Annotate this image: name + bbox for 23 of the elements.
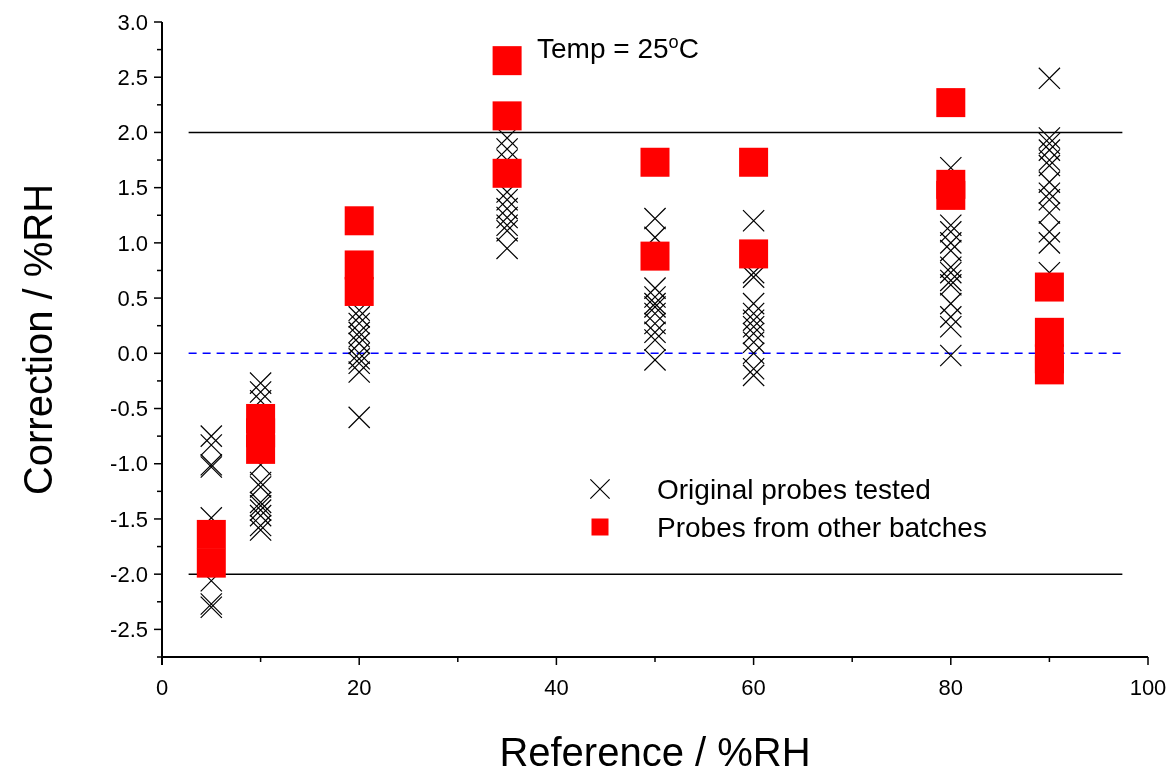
- annotation: Temp = 25$^{o}$C: [537, 32, 699, 64]
- x-axis-title: Reference / %RH: [499, 730, 811, 774]
- y-tick-label: 0.0: [117, 341, 148, 366]
- y-tick-label: -2.5: [110, 617, 148, 643]
- y-tick-label: 1.5: [117, 175, 148, 201]
- y-tick-label: -1.0: [110, 451, 148, 477]
- x-tick-label: 0: [155, 675, 169, 700]
- x-tick-label: 100: [1129, 675, 1167, 700]
- legend-label: Original probes tested: [657, 473, 931, 505]
- x-tick-label: 60: [741, 675, 766, 700]
- y-tick-label: -2.0: [110, 561, 148, 587]
- y-axis-title: Correction / %RH: [16, 183, 60, 496]
- legend-label: Probes from other batches: [657, 511, 987, 543]
- y-tick-label: 0.5: [117, 285, 148, 311]
- y-tick-label: 2.5: [117, 64, 148, 90]
- x-tick-label: 80: [938, 675, 964, 700]
- x-tick-label: 40: [544, 675, 569, 700]
- x-tick-label: 20: [346, 675, 372, 700]
- y-tick-label: 2.0: [117, 120, 148, 146]
- y-tick-label: -1.5: [110, 506, 148, 532]
- y-tick-label: 1.0: [117, 230, 148, 256]
- y-tick-label: -0.5: [110, 396, 148, 422]
- y-tick-label: 3.0: [117, 9, 148, 35]
